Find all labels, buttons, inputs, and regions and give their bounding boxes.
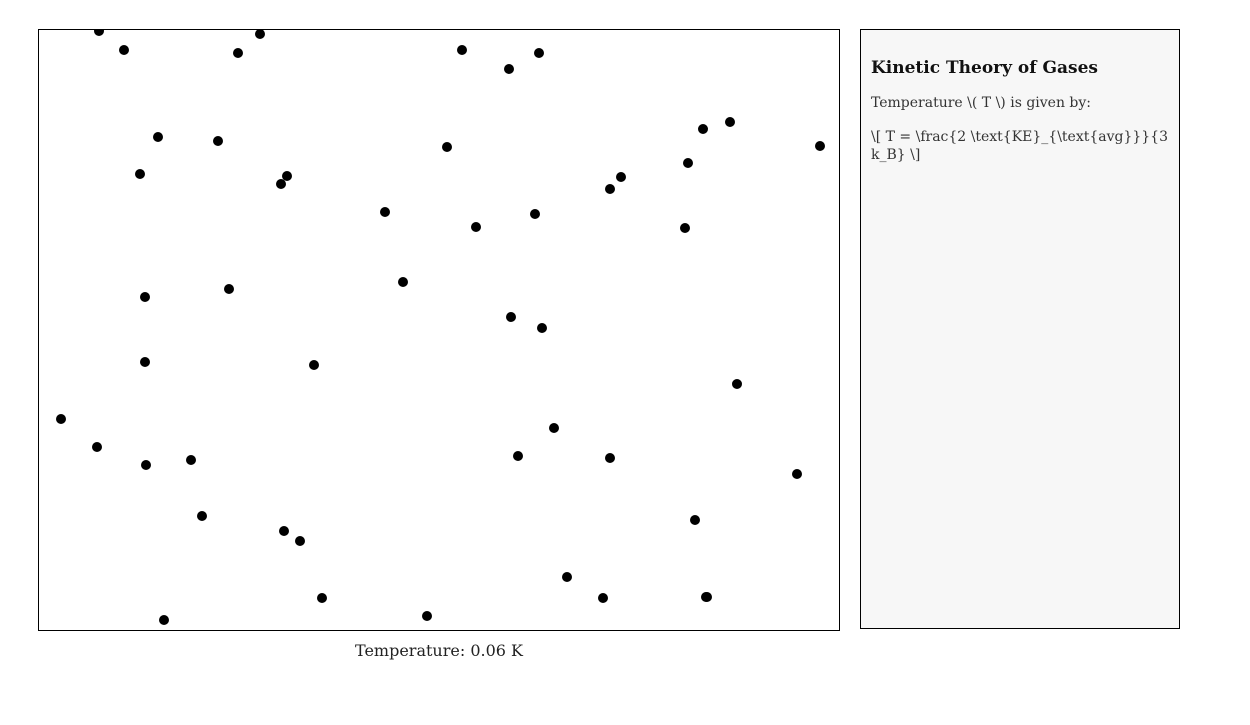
particle [549, 423, 559, 433]
info-panel: Kinetic Theory of Gases Temperature \( T… [860, 29, 1180, 629]
simulation-canvas[interactable] [38, 29, 840, 631]
particle [598, 593, 608, 603]
panel-title: Kinetic Theory of Gases [871, 58, 1098, 78]
particle [457, 45, 467, 55]
particle [422, 611, 432, 621]
particle [295, 536, 305, 546]
particle [504, 64, 514, 74]
particle [690, 515, 700, 525]
particle [309, 360, 319, 370]
particle [141, 460, 151, 470]
particle [380, 207, 390, 217]
particle [725, 117, 735, 127]
particle [233, 48, 243, 58]
particle [537, 323, 547, 333]
particle [513, 451, 523, 461]
particle [92, 442, 102, 452]
particle [56, 414, 66, 424]
particle [255, 30, 265, 39]
particle [317, 593, 327, 603]
particle [119, 45, 129, 55]
particle [442, 142, 452, 152]
particle [153, 132, 163, 142]
particle [213, 136, 223, 146]
particle [732, 379, 742, 389]
particle [94, 30, 104, 36]
particle [605, 184, 615, 194]
temperature-readout: Temperature: 0.06 K [355, 641, 523, 660]
particle [605, 453, 615, 463]
particle [282, 171, 292, 181]
particle [140, 357, 150, 367]
particle [815, 141, 825, 151]
particle [680, 223, 690, 233]
particle [140, 292, 150, 302]
particle [616, 172, 626, 182]
temperature-formula: \[ T = \frac{2 \text{KE}_{\text{avg}}}{3… [871, 129, 1169, 163]
particle-field [56, 30, 825, 625]
particle [186, 455, 196, 465]
particle [159, 615, 169, 625]
particle [471, 222, 481, 232]
particle [398, 277, 408, 287]
particle [276, 179, 286, 189]
particle [279, 526, 289, 536]
particle [135, 169, 145, 179]
particle [792, 469, 802, 479]
particle [506, 312, 516, 322]
particle [534, 48, 544, 58]
particle [698, 124, 708, 134]
particle [702, 592, 712, 602]
particle [224, 284, 234, 294]
particle [683, 158, 693, 168]
particle [530, 209, 540, 219]
particle [197, 511, 207, 521]
particle [562, 572, 572, 582]
panel-intro-text: Temperature \( T \) is given by: [871, 95, 1092, 111]
